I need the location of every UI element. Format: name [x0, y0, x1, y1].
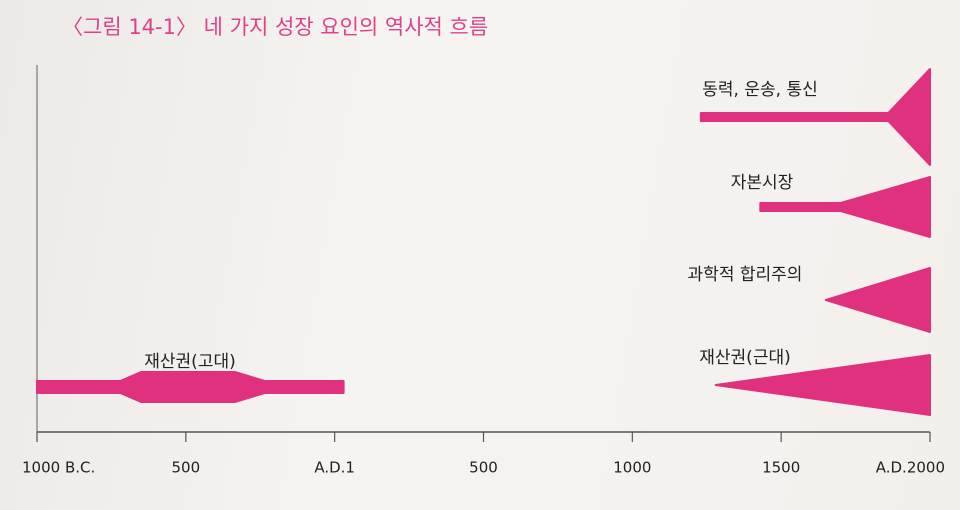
flow-band — [759, 176, 931, 238]
flow-band — [699, 68, 931, 166]
flow-band — [824, 267, 931, 333]
chart-title: 〈그림 14-1〉 네 가지 성장 요인의 역사적 흐름 — [62, 15, 488, 39]
x-tick-label: 1500 — [762, 459, 800, 477]
x-tick-label: 1000 B.C. — [22, 459, 95, 477]
flow-band — [36, 371, 345, 403]
series-label: 재산권(고대) — [144, 352, 235, 372]
x-tick-label: A.D.2000 — [876, 459, 945, 477]
series-label: 자본시장 — [731, 173, 794, 193]
series-label: 과학적 합리주의 — [688, 265, 803, 285]
series-label: 재산권(근대) — [699, 348, 790, 368]
x-tick-label: A.D.1 — [314, 459, 355, 477]
flow-band — [714, 354, 931, 416]
x-tick-label: 500 — [469, 459, 498, 477]
series-label: 동력, 운송, 통신 — [702, 80, 817, 100]
x-tick-label: 500 — [172, 459, 201, 477]
x-tick-label: 1000 — [613, 459, 651, 477]
